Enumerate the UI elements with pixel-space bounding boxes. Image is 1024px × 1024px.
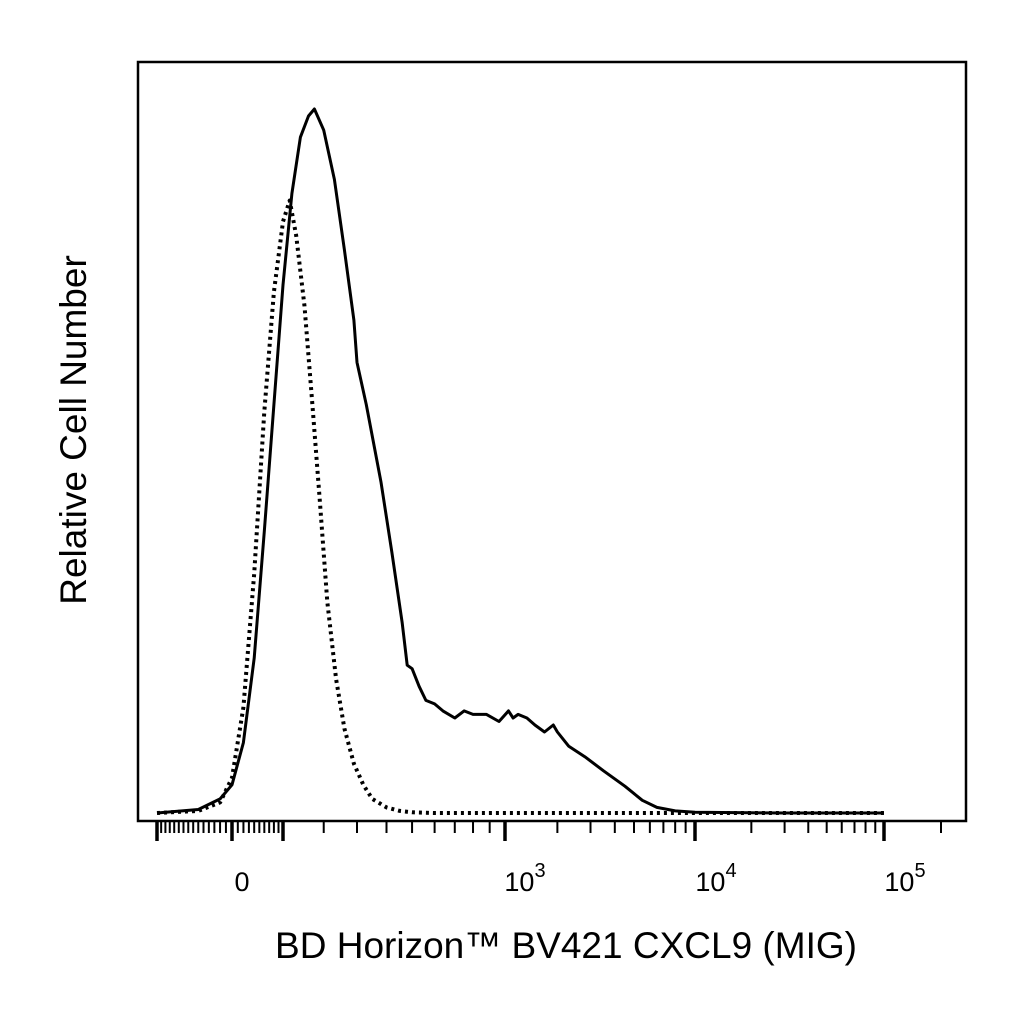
x-minor-ticks [160, 821, 942, 833]
x-tick-label: 104 [695, 860, 736, 897]
series-layer [156, 107, 884, 815]
x-tick-labels: 0 103 104 105 [234, 860, 925, 897]
x-tick-label: 0 [234, 867, 249, 897]
x-axis-label: BD Horizon™ BV421 CXCL9 (MIG) [275, 925, 857, 966]
plot-frame [136, 60, 968, 823]
x-tick-label: 105 [884, 860, 925, 897]
x-tick-label: 103 [504, 860, 545, 897]
series-line-solid [156, 107, 884, 815]
y-axis-label: Relative Cell Number [53, 255, 94, 605]
series-line-dotted [156, 198, 884, 815]
x-major-ticks [155, 821, 886, 841]
